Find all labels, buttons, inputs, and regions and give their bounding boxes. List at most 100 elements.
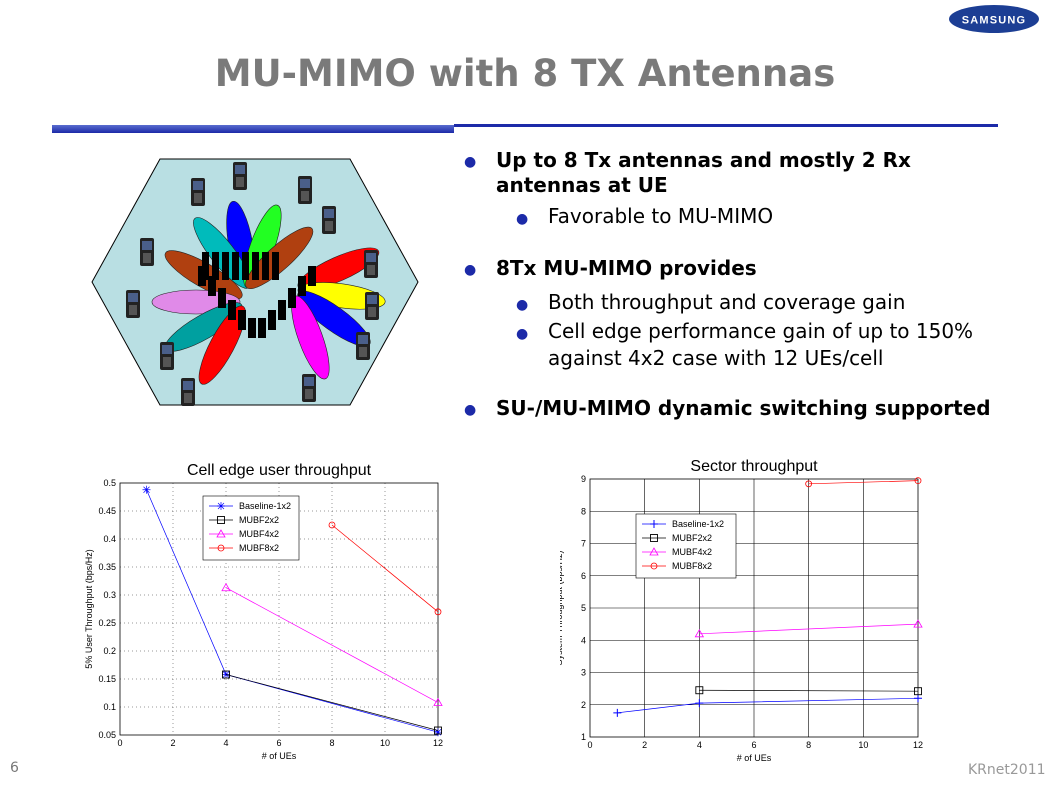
antenna-element (258, 318, 266, 338)
series-line (225, 674, 439, 731)
x-tick-label: 8 (329, 738, 334, 748)
y-tick-label: 0.35 (98, 562, 116, 572)
antenna-element (252, 252, 259, 280)
x-tick-label: 4 (223, 738, 228, 748)
legend-label: MUBF4x2 (672, 547, 712, 557)
bullet-item: ● SU-/MU-MIMO dynamic switching supported (458, 396, 1018, 421)
ue-phones (126, 162, 379, 406)
svg-text:SAMSUNG: SAMSUNG (962, 15, 1027, 27)
beam-lobe (198, 305, 246, 385)
antenna-element (222, 252, 229, 280)
ue-phone-icon (191, 178, 205, 206)
y-tick-label: 4 (581, 635, 586, 645)
antenna-element (208, 276, 216, 296)
x-tick-label: 0 (587, 740, 592, 750)
antenna-element (248, 318, 256, 338)
data-point (221, 582, 231, 592)
series-mubf4x2 (694, 619, 923, 638)
bullet-dot-icon: ● (516, 326, 529, 342)
data-point (913, 619, 923, 628)
ue-phone-icon (140, 238, 154, 266)
x-tick-label: 6 (276, 738, 281, 748)
y-tick-label: 0.1 (103, 702, 116, 712)
sub-bullet-item: ● Cell edge performance gain of up to 150… (516, 319, 974, 370)
ue-phone-icon (364, 250, 378, 278)
antenna-element (212, 252, 219, 280)
antenna-element (268, 310, 276, 330)
y-tick-label: 0.45 (98, 506, 116, 516)
y-tick-label: 1 (581, 732, 586, 742)
legend-label: Baseline-1x2 (672, 519, 724, 529)
series-mubf4x2 (221, 582, 443, 706)
data-point (328, 521, 336, 529)
bullet-item: ● Up to 8 Tx antennas and mostly 2 Rx ant… (464, 148, 911, 197)
chart-legend: Baseline-1x2 MUBF2x2 MUBF4x2 MUBF8x2 (202, 495, 300, 561)
ue-phone-icon (181, 378, 195, 406)
samsung-logo: SAMSUNG (949, 5, 1039, 33)
data-point (695, 699, 704, 708)
legend-label: MUBF2x2 (672, 533, 712, 543)
y-tick-label: 0.2 (103, 646, 116, 656)
data-point (217, 516, 225, 524)
series-mubf2x2 (222, 670, 442, 735)
data-point (695, 686, 704, 695)
ue-phone-icon (160, 342, 174, 370)
data-point (222, 670, 230, 679)
data-point (613, 708, 622, 717)
legend-label: MUBF8x2 (239, 543, 279, 553)
data-point (142, 485, 151, 494)
legend-box (202, 495, 300, 561)
antenna-element (308, 266, 316, 286)
antenna-element (298, 276, 306, 296)
x-tick-label: 10 (380, 738, 390, 748)
series-line (808, 480, 919, 485)
legend-box (635, 513, 737, 579)
bullet-dot-icon: ● (516, 211, 529, 227)
antenna-element (278, 300, 286, 320)
data-point (217, 544, 225, 552)
data-point (914, 694, 922, 703)
legend-label: Baseline-1x2 (239, 501, 291, 511)
y-tick-label: 0.5 (103, 478, 116, 488)
y-tick-label: 7 (581, 539, 586, 549)
x-tick-label: 12 (433, 738, 443, 748)
bullet-list: ● Up to 8 Tx antennas and mostly 2 Rx ant… (458, 148, 1018, 421)
series-line (331, 524, 439, 613)
x-tick-label: 10 (858, 740, 868, 750)
series-baseline-1x2 (613, 694, 922, 717)
series-mubf8x2 (805, 477, 922, 488)
data-point (694, 628, 705, 638)
page-number: 6 (10, 760, 19, 776)
cell-edge-throughput-chart: 0 2 4 6 8 10 12 0.05 0.1 0.15 0.2 0.25 0.3 0.35 0.4 0.4… (84, 462, 443, 761)
y-tick-label: 0.05 (98, 730, 116, 740)
antenna-element (232, 252, 239, 280)
ue-phone-icon (233, 162, 247, 190)
y-tick-label: 9 (581, 474, 586, 484)
x-tick-label: 12 (913, 740, 923, 750)
ue-phone-icon (302, 374, 316, 402)
sub-bullet-item: ● Favorable to MU-MIMO (458, 203, 1018, 230)
bullet-dot-icon: ● (464, 402, 477, 418)
data-point (216, 529, 226, 538)
legend-label: MUBF8x2 (672, 561, 712, 571)
x-axis-label: # of UEs (262, 751, 297, 761)
y-tick-label: 6 (581, 571, 586, 581)
slide-title: MU-MIMO with 8 TX Antennas (214, 52, 836, 95)
data-point (805, 480, 813, 488)
y-tick-label: 0.15 (98, 674, 116, 684)
bullet-dot-icon: ● (464, 154, 477, 170)
chart-legend: Baseline-1x2 MUBF2x2 MUBF4x2 MUBF8x2 (635, 513, 737, 579)
antenna-array-icon (198, 252, 316, 338)
data-point (914, 687, 922, 696)
x-tick-label: 2 (642, 740, 647, 750)
x-tick-label: 2 (170, 738, 175, 748)
y-tick-label: 0.25 (98, 618, 116, 628)
data-point (914, 477, 922, 485)
y-axis-label: 5% User Throughput (bps/Hz) (84, 549, 94, 668)
bullet-dot-icon: ● (464, 262, 477, 278)
data-point (433, 697, 443, 706)
x-tick-label: 4 (697, 740, 702, 750)
series-mubf2x2 (695, 686, 922, 696)
antenna-element (288, 288, 296, 308)
